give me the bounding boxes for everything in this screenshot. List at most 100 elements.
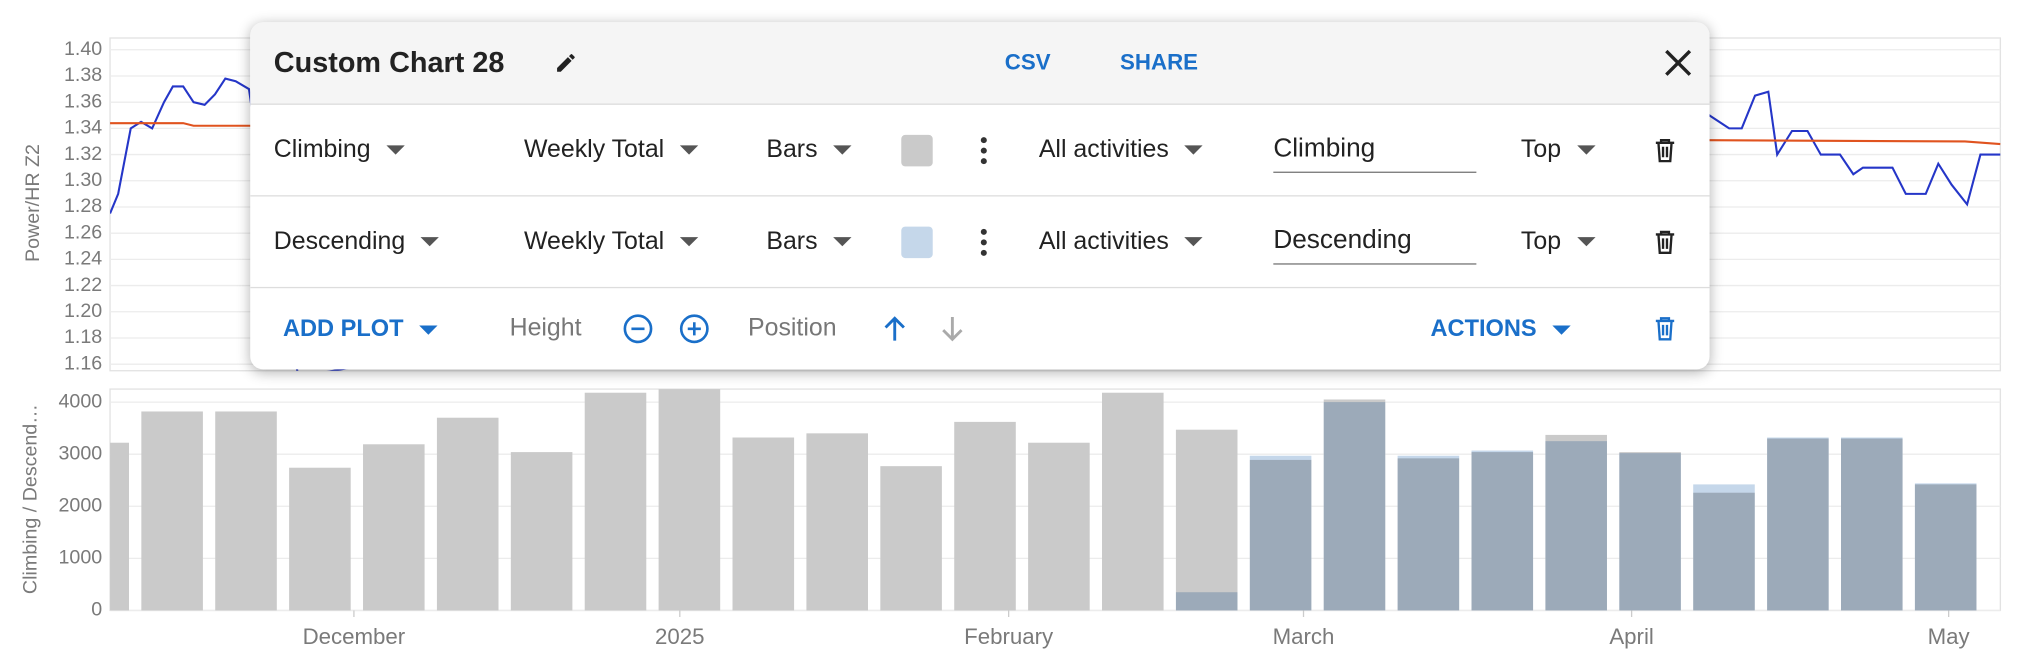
style: Bars <box>766 227 818 256</box>
bar <box>732 437 795 611</box>
y-tick-label: 1.28 <box>64 195 102 217</box>
aggregation: Weekly Total <box>524 227 665 256</box>
bar <box>1397 455 1460 611</box>
filter-select[interactable]: All activities <box>1039 228 1203 257</box>
aggregation-select[interactable]: Weekly Total <box>524 227 699 257</box>
bar <box>1175 592 1238 611</box>
y-tick-label: 1.38 <box>64 64 102 86</box>
line-series <box>110 122 2001 146</box>
add-plot-button[interactable]: ADD PLOT <box>283 315 438 343</box>
position-select[interactable]: Top <box>1520 136 1596 165</box>
more-menu[interactable] <box>979 136 989 165</box>
style-select[interactable]: Bars <box>766 136 852 165</box>
move-up[interactable] <box>882 314 908 343</box>
actions-button[interactable]: ACTIONS <box>1431 315 1571 343</box>
y-tick-label: 1.18 <box>64 326 102 348</box>
position: Top <box>1520 136 1562 164</box>
metric-select[interactable]: Climbing <box>274 136 405 165</box>
y-tick-label: 3000 <box>58 442 102 464</box>
y-tick-label: 1.24 <box>64 248 102 270</box>
bar <box>1471 450 1534 611</box>
aggregation: Weekly Total <box>524 136 665 164</box>
y-tick-label: 1.40 <box>64 38 102 60</box>
color-swatch[interactable] <box>901 226 933 259</box>
custom-chart-dialog: Custom Chart 28 CSV SHARE Climbing Weekly… <box>250 22 1710 370</box>
delete-chart[interactable] <box>1655 317 1676 341</box>
bar <box>141 411 203 611</box>
bar <box>1914 483 1977 611</box>
add-plot-label: ADD PLOT <box>282 315 404 342</box>
bar <box>1545 441 1607 611</box>
bar <box>1028 442 1090 611</box>
style: Bars <box>766 136 818 164</box>
bar <box>1619 453 1681 611</box>
bar <box>1323 402 1386 611</box>
y-tick-label: 1.36 <box>64 90 102 112</box>
height-label: Height <box>509 314 582 342</box>
bar <box>806 433 868 611</box>
close-icon[interactable] <box>1662 47 1693 78</box>
plot-marks <box>110 77 2001 371</box>
y-tick-label: 1.34 <box>64 117 102 139</box>
label-input[interactable] <box>1273 211 1477 265</box>
x-tick-label: March <box>1273 624 1335 649</box>
bar <box>1693 484 1755 611</box>
filter-select[interactable]: All activities <box>1039 136 1203 165</box>
plot-marks <box>110 389 1977 611</box>
y-tick-label: 1.16 <box>64 352 102 374</box>
more-menu[interactable] <box>979 228 989 257</box>
position: Top <box>1520 227 1562 256</box>
y-tick-label: 2000 <box>58 494 102 516</box>
y-tick-label: 4000 <box>58 390 102 412</box>
x-tick-label: May <box>1928 624 1971 649</box>
decrease-height[interactable] <box>622 313 653 344</box>
bar <box>289 467 351 611</box>
y-tick-label: 1.32 <box>64 143 102 165</box>
x-tick-label: 2025 <box>655 624 705 649</box>
delete-row[interactable] <box>1655 138 1676 163</box>
bar <box>1841 437 1903 611</box>
y-tick-label: 0 <box>91 599 102 621</box>
increase-height[interactable] <box>679 313 710 344</box>
style-select[interactable]: Bars <box>766 227 852 257</box>
move-down[interactable] <box>939 314 965 343</box>
metric: Descending <box>273 227 406 256</box>
bar <box>215 411 277 611</box>
y-tick-label: 1.20 <box>64 300 102 322</box>
bar <box>1249 455 1312 611</box>
plot-row: Climbing Weekly Total Bars All activities Cl… <box>250 105 1710 197</box>
bar <box>1175 429 1238 611</box>
bar <box>584 392 647 611</box>
y-tick-label: 1.26 <box>64 221 102 243</box>
bar <box>954 421 1016 611</box>
edit-icon[interactable] <box>554 51 578 75</box>
metric-select[interactable]: Descending <box>274 228 440 257</box>
bar <box>510 452 573 611</box>
metric: Climbing <box>273 136 371 164</box>
bar <box>880 466 942 611</box>
color-swatch[interactable] <box>901 134 933 167</box>
y-tick-label: 1.30 <box>64 169 102 191</box>
label-input[interactable] <box>1273 119 1477 173</box>
aggregation-select[interactable]: Weekly Total <box>524 136 699 165</box>
y-axis-label: Climbing / Descend… <box>20 404 42 594</box>
bar <box>363 444 425 611</box>
share-button[interactable]: SHARE <box>1120 49 1199 75</box>
delete-row[interactable] <box>1655 230 1676 255</box>
y-tick-label: 1.22 <box>64 274 102 296</box>
dialog-title: Custom Chart 28 <box>273 45 505 79</box>
dialog-footer: ADD PLOT Height Position ACTIONS <box>250 287 1709 370</box>
x-tick-label: December <box>303 624 406 649</box>
position-select[interactable]: Top <box>1520 227 1596 257</box>
position-label: Position <box>748 314 837 342</box>
filter: All activities <box>1038 136 1169 164</box>
y-axis-label: Power/HR Z2 <box>22 144 44 262</box>
y-tick-label: 1000 <box>58 547 102 569</box>
filter: All activities <box>1038 227 1169 256</box>
bar <box>1102 392 1164 611</box>
bar <box>110 442 130 611</box>
line-series <box>110 77 2001 371</box>
csv-button[interactable]: CSV <box>1004 49 1051 75</box>
